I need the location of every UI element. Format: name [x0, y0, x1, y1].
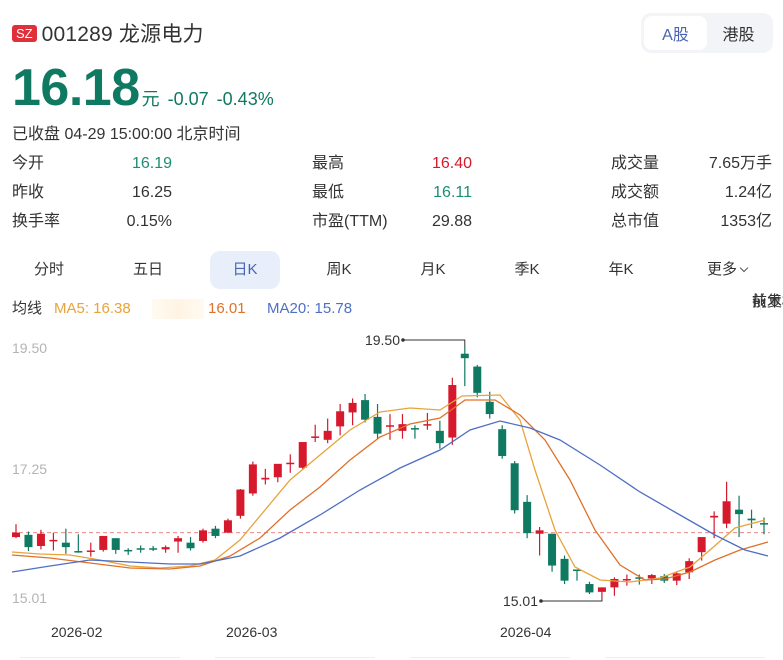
stat-label: 最高 — [312, 155, 345, 172]
price-row: 16.18 元 -0.07 -0.43% — [12, 60, 274, 116]
stat-value: 16.19 — [131, 155, 172, 172]
stat-market-cap: 总市值 1353亿 — [611, 210, 772, 234]
y-axis-label-top: 19.50 — [12, 340, 48, 356]
stat-high: 最高 16.40 — [312, 152, 472, 176]
stat-label: 今开 — [12, 155, 45, 172]
divider — [605, 657, 765, 658]
stat-label: 成交量 — [611, 155, 660, 172]
exchange-badge: SZ — [12, 24, 37, 42]
divider — [410, 657, 570, 658]
candlestick-plot: 19.50 15.01 — [11, 332, 770, 609]
stat-label: 换手率 — [12, 213, 61, 230]
stat-low: 最低 16.11 — [312, 181, 472, 205]
stat-turnover: 换手率 0.15% — [12, 210, 172, 234]
stat-value: 7.65万手 — [708, 155, 772, 172]
tab-more[interactable]: 更多 — [687, 251, 767, 289]
y-axis-label-mid: 17.25 — [12, 461, 48, 477]
stat-label: 最低 — [312, 184, 345, 201]
x-axis-label-mar: 2026-03 — [226, 624, 278, 640]
ma10-value: 16.01 — [208, 300, 246, 317]
market-toggle: A股 港股 — [641, 13, 773, 53]
stat-value: 1353亿 — [720, 213, 772, 230]
hk-share-button[interactable]: 港股 — [722, 27, 755, 44]
x-axis-label-apr: 2026-04 — [500, 624, 552, 640]
stats-grid: 今开 16.19 昨收 16.25 换手率 0.15% 最高 16.40 最低 … — [12, 152, 772, 242]
tools-divider — [760, 294, 761, 310]
svg-text:19.50: 19.50 — [365, 332, 400, 348]
svg-text:15.01: 15.01 — [503, 593, 538, 609]
ma10-label-mask — [152, 299, 204, 319]
y-axis-label-bottom: 15.01 — [12, 590, 48, 606]
tab-monthly-k[interactable]: 月K — [420, 261, 446, 278]
stock-title: 001289 龙源电力 — [41, 23, 204, 46]
chevron-down-icon — [739, 263, 749, 273]
x-axis-label-feb: 2026-02 — [51, 624, 103, 640]
tab-intraday[interactable]: 分时 — [33, 261, 64, 278]
stat-label: 市盈(TTM) — [312, 213, 388, 230]
tab-quarterly-k[interactable]: 季K — [514, 261, 540, 278]
stat-value: 1.24亿 — [724, 184, 772, 201]
stat-pe-ttm: 市盈(TTM) 29.88 — [312, 210, 472, 234]
eye-closed-icon — [752, 298, 766, 306]
stat-value: 0.15% — [126, 213, 172, 230]
tab-five-day[interactable]: 五日 — [132, 261, 163, 278]
ma20-value: MA20: 15.78 — [267, 300, 353, 317]
stat-prev-close: 昨收 16.25 — [12, 181, 172, 205]
current-price: 16.18 — [12, 59, 140, 117]
period-tabs: 分时 五日 日K 周K 月K 季K 年K 更多 — [12, 251, 772, 289]
ma5-value: MA5: 16.38 — [54, 300, 131, 317]
price-unit: 元 — [141, 89, 160, 109]
ma-title: 均线 — [12, 300, 43, 317]
price-change: -0.07 — [167, 89, 209, 109]
stat-value: 16.40 — [431, 155, 472, 172]
stat-label: 总市值 — [611, 213, 660, 230]
stat-volume: 成交量 7.65万手 — [611, 152, 772, 176]
stat-amount: 成交额 1.24亿 — [611, 181, 772, 205]
stat-label: 昨收 — [12, 184, 45, 201]
price-change-pct: -0.43% — [216, 89, 274, 109]
chart-tools: 技术标注 前复权 — [752, 293, 783, 310]
kline-chart[interactable]: 19.50 17.25 15.01 19.50 15.01 2026-02 202… — [0, 330, 783, 660]
stat-value: 16.11 — [433, 184, 472, 201]
a-share-button[interactable]: A股 — [644, 16, 707, 50]
tab-weekly-k[interactable]: 周K — [326, 261, 352, 278]
tab-daily-k[interactable]: 日K — [210, 251, 280, 289]
tab-more-label: 更多 — [706, 261, 737, 278]
stat-value: 29.88 — [431, 213, 472, 230]
stat-value: 16.25 — [131, 184, 172, 201]
stock-header: SZ 001289 龙源电力 — [12, 18, 204, 48]
tab-yearly-k[interactable]: 年K — [608, 261, 634, 278]
market-status: 已收盘 04-29 15:00:00 北京时间 — [12, 126, 241, 143]
divider — [20, 657, 180, 658]
stat-open: 今开 16.19 — [12, 152, 172, 176]
divider — [215, 657, 375, 658]
stat-label: 成交额 — [611, 184, 660, 201]
forward-adjust-button[interactable]: 前复权 — [752, 293, 783, 310]
technical-annotation-button[interactable]: 技术标注 — [752, 293, 783, 310]
ma-legend: 均线 MA5: 16.38 16.01 MA20: 15.78 技术标注 前复权 — [12, 293, 783, 320]
